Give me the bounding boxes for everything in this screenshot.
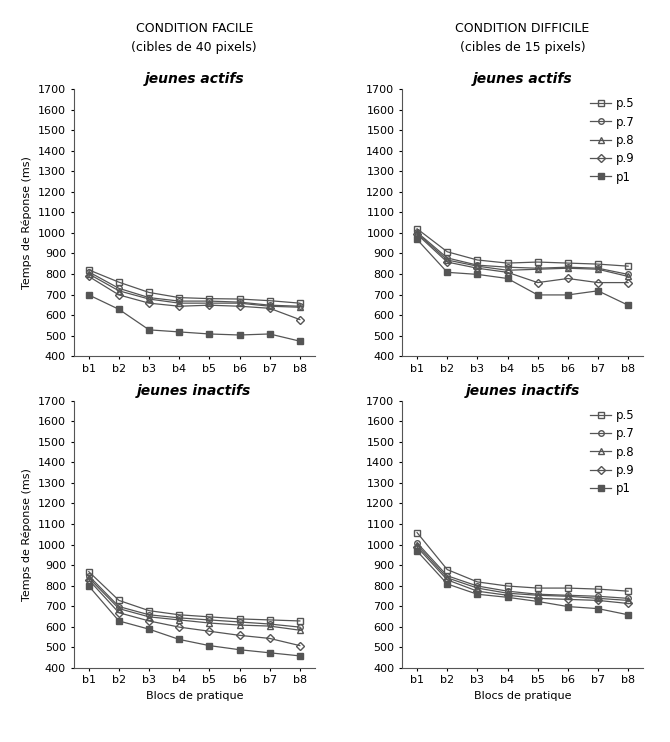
X-axis label: Blocs de pratique: Blocs de pratique — [145, 691, 243, 701]
Text: CONDITION DIFFICILE: CONDITION DIFFICILE — [456, 22, 590, 36]
Title: jeunes actifs: jeunes actifs — [145, 73, 244, 87]
Legend: p.5, p.7, p.8, p.9, p1: p.5, p.7, p.8, p.9, p1 — [588, 407, 637, 498]
Text: (cibles de 40 pixels): (cibles de 40 pixels) — [131, 41, 257, 54]
Legend: p.5, p.7, p.8, p.9, p1: p.5, p.7, p.8, p.9, p1 — [588, 95, 637, 186]
Y-axis label: Temps de Réponse (ms): Temps de Réponse (ms) — [22, 156, 32, 289]
Title: jeunes actifs: jeunes actifs — [473, 73, 572, 87]
Title: jeunes inactifs: jeunes inactifs — [137, 384, 251, 398]
Title: jeunes inactifs: jeunes inactifs — [466, 384, 580, 398]
Text: CONDITION FACILE: CONDITION FACILE — [135, 22, 253, 36]
X-axis label: Blocs de pratique: Blocs de pratique — [474, 691, 572, 701]
Text: (cibles de 15 pixels): (cibles de 15 pixels) — [460, 41, 586, 54]
Y-axis label: Temps de Réponse (ms): Temps de Réponse (ms) — [22, 467, 32, 601]
